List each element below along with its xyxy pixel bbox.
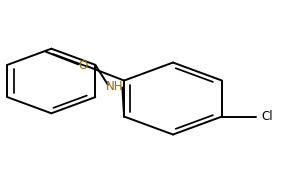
Text: O: O (78, 59, 87, 72)
Text: Cl: Cl (261, 110, 273, 123)
Text: NH: NH (106, 80, 124, 93)
